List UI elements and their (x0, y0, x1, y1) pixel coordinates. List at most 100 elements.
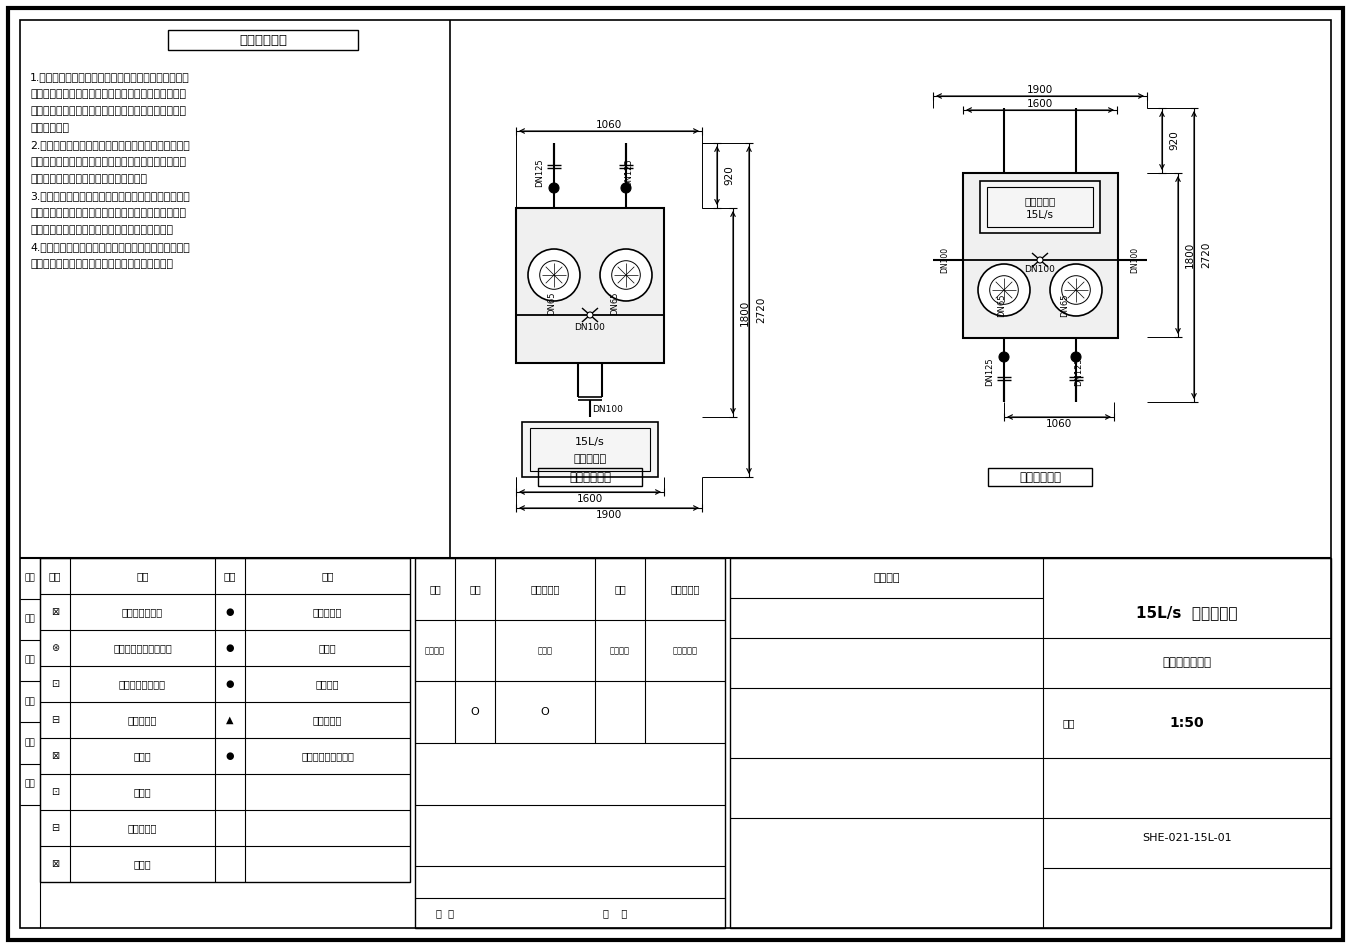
Text: 电动阀: 电动阀 (134, 751, 151, 761)
Circle shape (528, 249, 580, 301)
Text: （年月日）: （年月日） (673, 646, 697, 655)
Text: DN100: DN100 (1024, 265, 1055, 275)
Text: 1800: 1800 (1185, 242, 1196, 268)
Text: ⊟: ⊟ (51, 715, 59, 725)
Text: 1.本工程应采用成套消防给水设备，成套设备包括消防: 1.本工程应采用成套消防给水设备，成套设备包括消防 (30, 72, 189, 82)
Text: 审核: 审核 (24, 656, 35, 665)
Text: ⊡: ⊡ (51, 787, 59, 797)
Text: 阀组、消防水泵过热防溶阀组、稳压泵组、自动末端试: 阀组、消防水泵过热防溶阀组、稳压泵组、自动末端试 (30, 106, 186, 116)
Text: 1060: 1060 (1046, 419, 1073, 429)
Text: 1900: 1900 (1027, 85, 1054, 95)
Bar (988, 187, 1093, 227)
Circle shape (586, 312, 593, 318)
Text: 1600: 1600 (577, 494, 603, 504)
Text: 压力传感器: 压力传感器 (313, 715, 342, 725)
Bar (168, 30, 358, 50)
Text: 压力开关: 压力开关 (316, 679, 339, 689)
Text: 验箱等组件。: 验箱等组件。 (30, 123, 69, 133)
Text: 4.消防水泵的减振措施、基础（含尺寸及留洞等）应根: 4.消防水泵的减振措施、基础（含尺寸及留洞等）应根 (30, 242, 189, 252)
Text: 15L/s: 15L/s (576, 437, 605, 447)
Text: 1900: 1900 (596, 510, 621, 520)
Text: 2720: 2720 (1201, 242, 1210, 268)
Text: 软管封断折闸阀: 软管封断折闸阀 (122, 607, 163, 617)
Bar (415, 558, 725, 928)
Text: 处数: 处数 (469, 584, 481, 593)
Text: 可曲挠橡胶管接头: 可曲挠橡胶管接头 (119, 679, 166, 689)
Text: 2720: 2720 (757, 297, 766, 323)
Text: 据招标结果由负责供货的专业厂家进行深化设计。: 据招标结果由负责供货的专业厂家进行深化设计。 (30, 259, 173, 269)
Text: 1:50: 1:50 (1170, 716, 1204, 730)
Text: 符号: 符号 (224, 571, 236, 581)
Text: 2.本工程消防水泵控制柜应具有机械应急启动功能、双: 2.本工程消防水泵控制柜应具有机械应急启动功能、双 (30, 140, 189, 150)
Text: DN65: DN65 (611, 291, 620, 315)
Text: 电源及自动切换功能、消防水泵控制功能、自动低频巡: 电源及自动切换功能、消防水泵控制功能、自动低频巡 (30, 157, 186, 167)
Text: 符号: 符号 (49, 571, 61, 581)
Text: ⊠: ⊠ (51, 751, 59, 761)
Text: 材料标记: 材料标记 (873, 573, 900, 583)
Text: DN65: DN65 (547, 291, 557, 315)
Text: 机组控制柜: 机组控制柜 (573, 454, 607, 464)
Text: 工艺: 工艺 (24, 697, 35, 706)
Text: ⊛: ⊛ (51, 643, 59, 653)
Text: 比例: 比例 (1062, 718, 1075, 728)
Text: 机组上图说明: 机组上图说明 (239, 33, 286, 46)
Bar (521, 422, 658, 477)
Circle shape (1050, 264, 1102, 316)
Circle shape (621, 183, 631, 193)
Circle shape (1071, 352, 1081, 362)
Text: 1060: 1060 (596, 120, 621, 130)
Circle shape (549, 183, 559, 193)
Bar (516, 208, 663, 363)
Text: DN100: DN100 (1131, 246, 1139, 273)
Circle shape (978, 264, 1029, 316)
Text: 920: 920 (1169, 131, 1179, 151)
Text: O: O (540, 707, 550, 718)
Text: 机组控制柜: 机组控制柜 (1024, 196, 1055, 206)
Text: 标准: 标准 (24, 738, 35, 747)
Text: 压力表: 压力表 (319, 643, 336, 653)
Text: 平面水管及土建: 平面水管及土建 (1162, 657, 1212, 669)
Text: 红黄双色声光报警器: 红黄双色声光报警器 (301, 751, 354, 761)
Text: 校对: 校对 (24, 614, 35, 624)
Bar (530, 428, 650, 471)
Text: 签名: 签名 (615, 584, 626, 593)
Text: 1800: 1800 (740, 300, 750, 325)
Text: 功能、自动工频巡检功能、自动末端试验功能以及物联: 功能、自动工频巡检功能、自动末端试验功能以及物联 (30, 208, 186, 218)
Text: DN65: DN65 (997, 293, 1006, 317)
Text: 水泵及其控制柜、吸水阀组、出水阀组、工频巡检试水: 水泵及其控制柜、吸水阀组、出水阀组、工频巡检试水 (30, 89, 186, 99)
Text: 920: 920 (724, 166, 734, 186)
Text: ●: ● (226, 643, 234, 653)
Text: ⊠: ⊠ (51, 607, 59, 617)
Text: 批    准: 批 准 (603, 908, 627, 918)
Text: ●: ● (226, 751, 234, 761)
Text: 检功能，具体由专业厂家进行深化设计。: 检功能，具体由专业厂家进行深化设计。 (30, 174, 147, 184)
Bar (41, 558, 409, 882)
Bar (730, 558, 1331, 928)
Text: 同心异径管: 同心异径管 (128, 823, 157, 833)
Text: DN100: DN100 (593, 405, 623, 413)
Text: 15L/s  立式泵机组: 15L/s 立式泵机组 (1136, 606, 1238, 621)
Text: DN100: DN100 (940, 246, 950, 273)
Text: 消防水泵在下: 消防水泵在下 (1019, 470, 1061, 483)
Text: SHE-021-15L-01: SHE-021-15L-01 (1142, 833, 1232, 843)
Text: ●: ● (226, 607, 234, 617)
Text: DN100: DN100 (574, 323, 605, 333)
Text: （签名）: （签名） (611, 646, 630, 655)
Text: 消防专用大流量过滤器: 消防专用大流量过滤器 (113, 643, 172, 653)
Circle shape (998, 352, 1009, 362)
Text: ⊟: ⊟ (51, 823, 59, 833)
Text: 调节阀: 调节阀 (134, 787, 151, 797)
Text: 偏心异径管: 偏心异径管 (128, 715, 157, 725)
Text: 批准: 批准 (24, 779, 35, 788)
Text: DN65: DN65 (1061, 293, 1070, 317)
Bar (979, 181, 1100, 233)
Text: 消防水泵在上: 消防水泵在上 (569, 470, 611, 483)
Bar (538, 468, 642, 486)
Text: 工  艺: 工 艺 (436, 908, 454, 918)
Circle shape (1038, 257, 1043, 263)
Text: 止回阀: 止回阀 (134, 859, 151, 869)
Text: 3.本工程消防给水系统应具有消防水泵低流量过热防溶: 3.本工程消防给水系统应具有消防水泵低流量过热防溶 (30, 191, 189, 201)
Circle shape (600, 249, 653, 301)
Text: DN125: DN125 (624, 158, 634, 188)
Text: 压力真空表: 压力真空表 (313, 607, 342, 617)
